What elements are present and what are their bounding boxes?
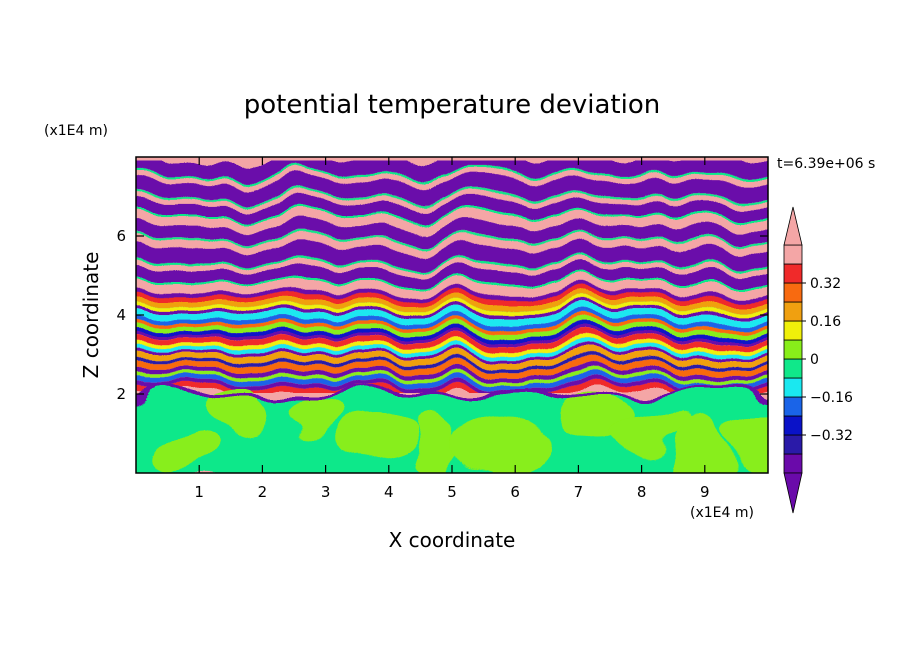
contour-band <box>136 374 768 379</box>
contour-band <box>419 419 467 473</box>
contour-band <box>136 269 768 281</box>
x-tick-label: 9 <box>700 483 710 501</box>
contour-band <box>336 417 420 460</box>
contour-band <box>136 280 768 283</box>
x-axis: 1 2 3 4 5 6 7 8 9 <box>194 157 710 501</box>
colorbar-segment <box>783 301 803 322</box>
colorbar-segment <box>783 263 803 284</box>
y-axis-label: Z coordinate <box>79 252 103 379</box>
contour-band <box>136 378 768 384</box>
contour-band <box>136 383 768 388</box>
colorbar-tick-label: 0.32 <box>810 276 841 292</box>
contour-band <box>136 204 768 216</box>
y-axis: 2 4 6 <box>116 227 768 403</box>
contour-band <box>136 299 768 306</box>
y-tick-label: 2 <box>116 385 126 403</box>
colorbar-segment <box>783 453 803 474</box>
colorbar-over-triangle <box>783 206 803 246</box>
contour-band <box>136 360 768 365</box>
contour-band <box>136 391 768 395</box>
contour-band <box>136 331 768 336</box>
contour-band <box>136 338 768 344</box>
contour-band <box>136 238 768 241</box>
contour-band <box>136 343 768 348</box>
contour-band <box>136 364 768 371</box>
contour-band <box>136 215 768 218</box>
colorbar-segment <box>783 320 803 341</box>
contour-band <box>136 322 768 327</box>
contour-band <box>136 312 768 319</box>
colorbar-tick-label: 0 <box>810 352 819 368</box>
contour-band <box>136 247 768 263</box>
contour-band <box>136 197 768 200</box>
colorbar-segment <box>783 396 803 417</box>
x-tick-label: 7 <box>574 483 584 501</box>
contour-band <box>136 326 768 332</box>
contour-band <box>136 354 768 361</box>
contour-band <box>136 295 768 300</box>
x-tick-label: 2 <box>258 483 268 501</box>
colorbar-segment <box>783 339 803 360</box>
colorbar-segment <box>783 377 803 398</box>
colorbar-under-triangle <box>783 472 803 514</box>
time-label: t=6.39e+06 s <box>777 156 875 172</box>
x-tick-label: 6 <box>510 483 520 501</box>
contour-field <box>136 157 768 473</box>
contour-band <box>136 226 768 239</box>
contour-band <box>136 262 768 265</box>
y-unit-label: (x1E4 m) <box>44 123 108 139</box>
x-unit-label: (x1E4 m) <box>690 505 754 521</box>
contour-band <box>136 387 768 393</box>
contour-band <box>136 351 768 355</box>
x-tick-label: 5 <box>447 483 457 501</box>
contour-band <box>136 347 768 352</box>
contour-band <box>136 305 768 309</box>
x-tick-label: 4 <box>384 483 394 501</box>
colorbar-segment <box>783 415 803 436</box>
colorbar-segment <box>783 434 803 455</box>
contour-band <box>159 432 207 473</box>
y-tick-label: 4 <box>116 306 126 324</box>
contour-band <box>136 318 768 323</box>
contour-band <box>136 182 768 198</box>
contour-band <box>136 335 768 339</box>
x-axis-label: X coordinate <box>389 528 516 552</box>
colorbar-tick-label: −0.32 <box>810 428 853 444</box>
contour-band <box>677 423 735 473</box>
contour-band <box>136 160 768 176</box>
contour-band <box>136 308 768 313</box>
colorbar-segment <box>783 244 803 265</box>
contour-band <box>136 370 768 375</box>
colorbar-segment <box>783 282 803 303</box>
contour-band <box>289 393 342 435</box>
contour-band <box>136 175 768 178</box>
y-tick-label: 6 <box>116 227 126 245</box>
colorbar-tick-label: −0.16 <box>810 390 853 406</box>
x-tick-label: 3 <box>321 483 331 501</box>
colorbar-segment <box>783 358 803 379</box>
x-tick-label: 8 <box>637 483 647 501</box>
x-tick-label: 1 <box>194 483 204 501</box>
contour-band <box>461 416 541 473</box>
colorbar: −0.32 −0.16 0 0.16 0.32 <box>783 206 853 514</box>
chart-title: potential temperature deviation <box>244 90 660 120</box>
contour-band <box>599 415 695 452</box>
contour-band <box>206 384 264 436</box>
colorbar-tick-label: 0.16 <box>810 314 841 330</box>
contour-band <box>737 415 768 473</box>
